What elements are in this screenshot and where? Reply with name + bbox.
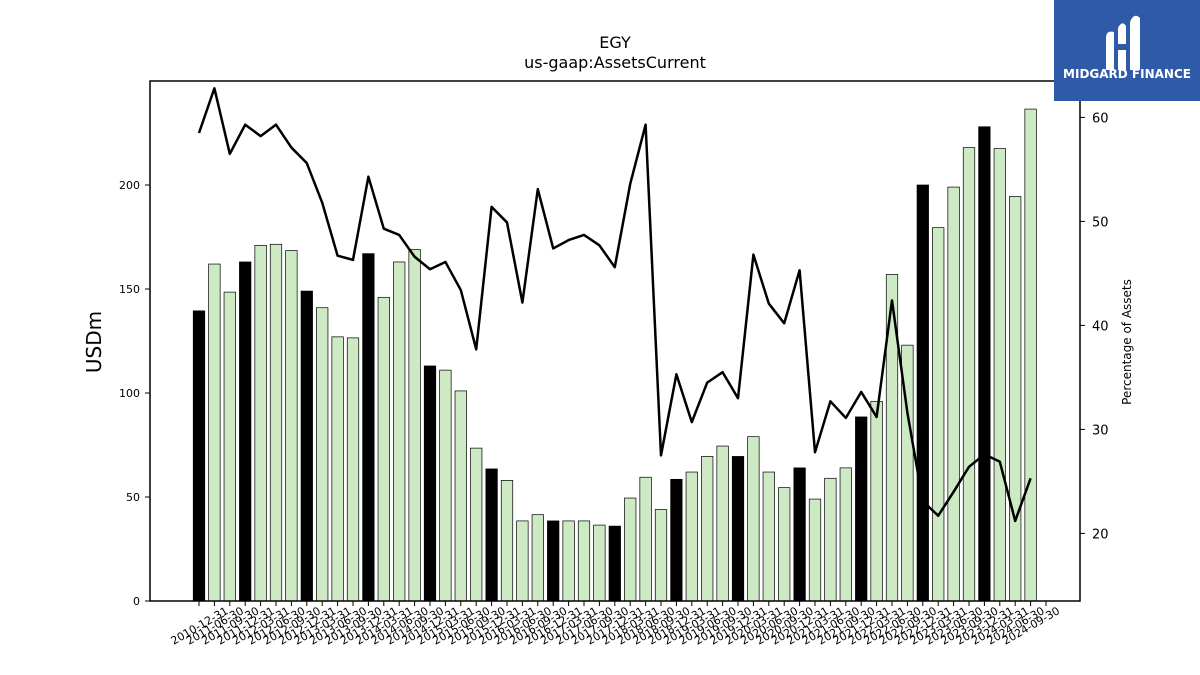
y-tick-label: 150 [119,283,140,296]
bar [531,514,544,602]
bar [793,467,806,602]
y2-tick-label: 20 [1092,527,1109,542]
midgard-finance-logo-icon [1106,15,1140,71]
bar [593,524,606,602]
y2-tick-label: 50 [1092,215,1109,230]
bar [778,487,791,602]
bar [808,498,822,602]
bar [239,261,252,602]
bar [654,509,668,602]
bar [485,468,498,602]
bar [577,520,591,602]
y2-tick-label: 60 [1092,111,1109,126]
bar [439,369,452,602]
y-axis-label: USDm [82,311,106,373]
axes-group: 05010015020020304050602010-12-312011-06-… [119,80,1109,648]
y-tick-label: 0 [133,595,140,608]
y-tick-label: 100 [119,387,140,400]
y-tick-label: 50 [126,491,140,504]
bar [762,471,775,602]
bar [747,436,760,602]
bar [454,390,467,602]
bar [423,365,437,602]
bar [839,467,852,602]
bar [192,310,206,602]
bar [377,296,390,602]
bar [685,471,698,602]
bar [947,186,960,602]
chart-subtitle: us-gaap:AssetsCurrent [524,53,706,72]
bar [547,520,560,602]
y2-tick-label: 40 [1092,319,1109,334]
bar [716,445,729,602]
line-group [197,87,1032,523]
bar [393,261,406,602]
bar [670,478,683,602]
bar [701,456,714,602]
y2-tick-label: 30 [1092,423,1109,438]
bar [362,253,375,602]
bar [639,476,652,602]
bar [223,291,236,602]
bar [731,456,745,602]
y2-axis-label: Percentage of Assets [1120,279,1134,405]
bar [516,520,529,602]
bar [470,447,483,602]
bar [824,477,837,602]
bar [254,244,267,602]
bar [408,249,421,602]
bar [870,400,883,602]
logo-text: MIDGARD FINANCE [1063,67,1191,81]
line-series [197,87,1032,523]
bar [932,227,945,602]
bar [962,147,976,602]
bar [993,148,1006,602]
bar [1024,108,1037,602]
bar [331,336,344,602]
bar [916,184,929,602]
bar [978,126,991,602]
bar [269,243,283,602]
bars-group [192,108,1037,602]
bar [300,290,313,602]
bar [562,520,575,602]
bar [608,525,621,602]
bar [855,416,868,602]
bar [500,480,514,602]
bar [316,307,329,602]
y-tick-label: 200 [119,179,140,192]
bar [285,250,298,602]
chart-title: EGY [599,33,631,52]
bar [624,497,637,602]
bar [346,337,360,602]
bar [1009,196,1022,602]
logo: MIDGARD FINANCE [1054,0,1200,101]
bar [208,263,221,602]
